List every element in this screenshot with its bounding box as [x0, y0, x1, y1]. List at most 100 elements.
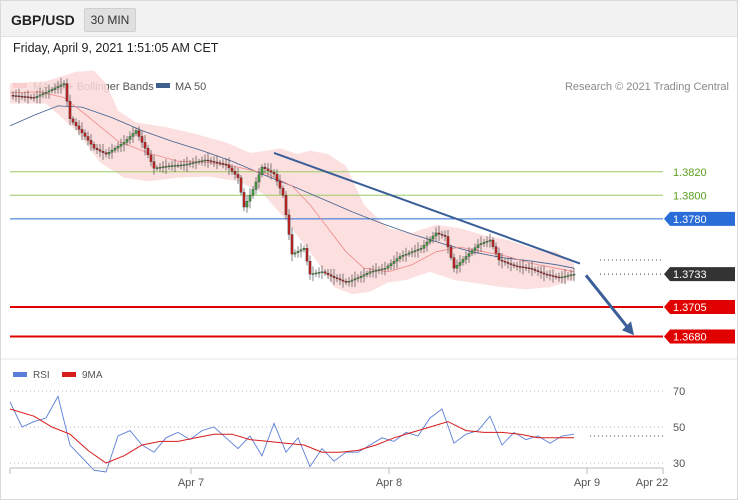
candle-body — [347, 281, 351, 283]
candle-body — [515, 265, 519, 268]
candle-body — [425, 241, 429, 246]
candle-body — [242, 192, 246, 208]
candle-body — [14, 95, 18, 97]
candle-body — [260, 166, 264, 175]
candle-body — [437, 232, 441, 235]
candle-body — [395, 258, 399, 262]
x-tick-label-Apr-7: Apr 7 — [178, 477, 204, 489]
candle-body — [62, 83, 66, 86]
candle-body — [107, 152, 111, 155]
candle-body — [227, 164, 231, 169]
candle-body — [362, 274, 366, 277]
candle-body — [137, 130, 141, 137]
ma20-line — [9, 91, 575, 273]
candle-body — [503, 261, 507, 263]
candle-body — [47, 90, 51, 93]
price-label-1.3800: 1.3800 — [673, 190, 707, 202]
candle-body — [215, 161, 219, 164]
candle-body — [23, 96, 27, 98]
candle-body — [218, 162, 222, 164]
candle-body — [497, 253, 501, 261]
candle-body — [506, 262, 510, 264]
candle-body — [458, 262, 462, 266]
candle-body — [308, 261, 312, 275]
candle-body — [53, 87, 57, 90]
candle-body — [542, 272, 546, 275]
candle-body — [410, 251, 414, 254]
candle-body — [413, 250, 417, 252]
candle-body — [59, 84, 63, 87]
candle-body — [281, 188, 285, 196]
candle-body — [113, 148, 117, 151]
candle-body — [383, 268, 387, 270]
candle-body — [539, 271, 543, 274]
candle-body — [278, 181, 282, 189]
candle-body — [170, 165, 174, 167]
candle-body — [398, 256, 402, 259]
candle-body — [485, 241, 489, 243]
candle-body — [353, 278, 357, 281]
descending-trendline — [273, 152, 581, 265]
candle-body — [140, 136, 144, 143]
candle-body — [77, 125, 81, 130]
candle-body — [203, 159, 207, 162]
candle-body — [38, 94, 42, 97]
candle-body — [176, 165, 180, 167]
candle-body — [74, 122, 78, 127]
candle-body — [11, 95, 15, 97]
candle-body — [83, 132, 87, 137]
candle-body — [158, 167, 162, 169]
candle-body — [446, 236, 450, 248]
price-tag-1.3705 — [664, 300, 735, 315]
candle-body — [509, 263, 513, 265]
candle-body — [185, 163, 189, 166]
candle-body — [89, 140, 93, 145]
candle-body — [329, 274, 333, 277]
candle-body — [197, 161, 201, 163]
candle-body — [524, 267, 528, 269]
candle-body — [479, 243, 483, 245]
timeframe-button[interactable]: 30 MIN — [84, 8, 136, 32]
candle-body — [551, 275, 555, 277]
candle-body — [50, 89, 54, 91]
candle-body — [434, 232, 438, 237]
candle-body — [488, 239, 492, 242]
candle-body — [317, 272, 321, 274]
candle-body — [191, 162, 195, 164]
candle-body — [104, 152, 108, 155]
candle-body — [563, 276, 567, 278]
currency-pair-title: GBP/USD — [11, 12, 75, 28]
legend-rsi-swatch — [13, 372, 27, 377]
projection-arrow-shaft — [584, 274, 632, 332]
candle-body — [182, 164, 186, 166]
candle-body — [305, 248, 309, 262]
candle-body — [374, 270, 378, 272]
price-label-1.3820: 1.3820 — [673, 167, 707, 179]
candle-body — [422, 245, 426, 249]
candle-body — [407, 252, 411, 255]
candle-body — [212, 161, 216, 163]
candle-body — [80, 129, 84, 134]
candle-body — [143, 142, 147, 149]
candle-body — [92, 144, 96, 149]
candle-body — [248, 195, 252, 202]
candle-body — [290, 234, 294, 255]
legend-ma50-swatch — [156, 83, 170, 88]
candle-body — [464, 256, 468, 260]
candle-body — [449, 246, 453, 258]
candle-body — [20, 96, 24, 98]
x-tick-label-Apr-8: Apr 8 — [376, 477, 402, 489]
candle-body — [119, 144, 123, 147]
rsi-tick-label-70: 70 — [673, 386, 685, 398]
candle-body — [341, 279, 345, 282]
candle-body — [269, 170, 273, 173]
candle-body — [476, 244, 480, 248]
candle-body — [32, 97, 36, 99]
candle-body — [554, 276, 558, 278]
candle-body — [155, 167, 159, 169]
candle-body — [29, 96, 33, 99]
candle-body — [482, 242, 486, 244]
candle-body — [68, 101, 72, 119]
candle-body — [416, 249, 420, 251]
